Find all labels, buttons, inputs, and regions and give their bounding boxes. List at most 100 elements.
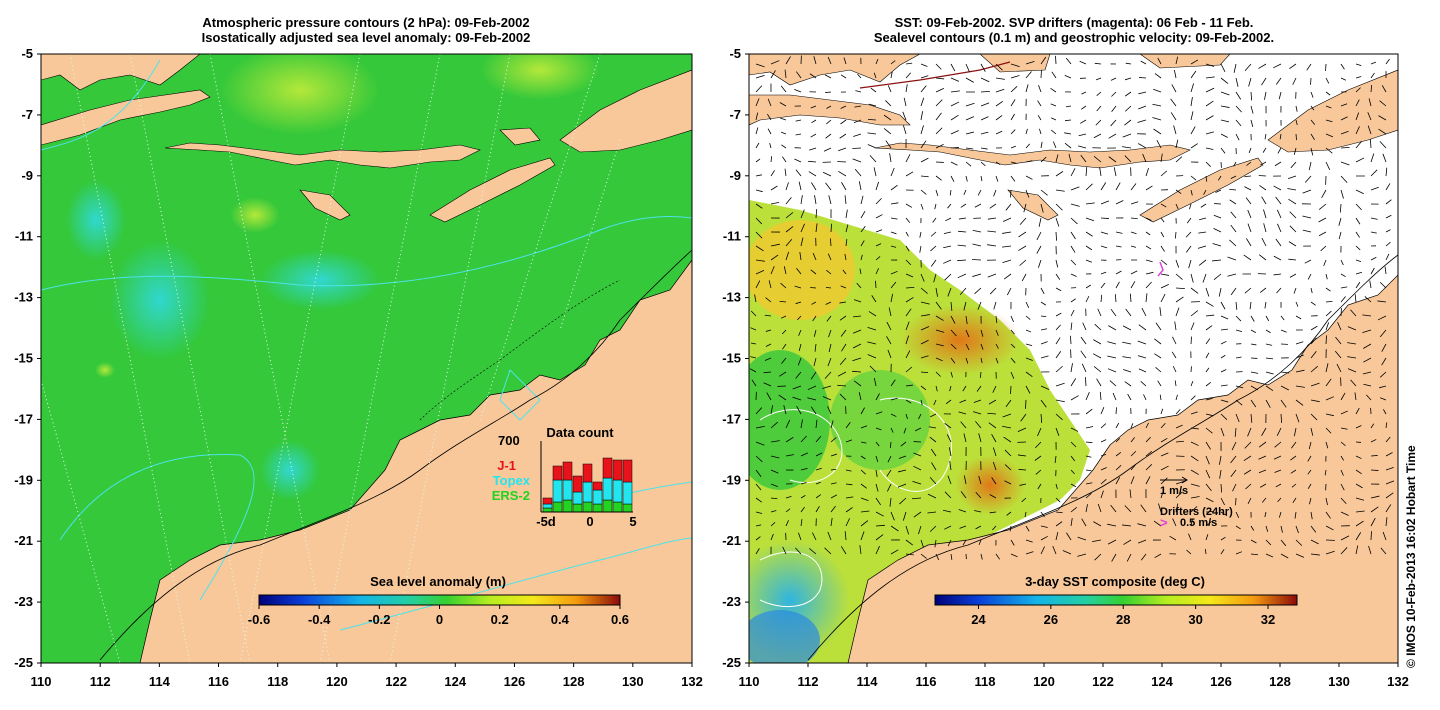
velocity-arrow	[965, 329, 970, 338]
velocity-arrow	[770, 510, 777, 513]
velocity-arrow	[1230, 469, 1237, 478]
velocity-arrow	[1244, 63, 1252, 71]
velocity-arrow	[963, 189, 967, 196]
velocity-arrow	[959, 287, 967, 296]
velocity-arrow	[950, 329, 957, 337]
velocity-arrow	[980, 161, 986, 167]
velocity-arrow	[1275, 483, 1282, 488]
velocity-arrow	[987, 230, 997, 233]
velocity-arrow	[860, 195, 864, 205]
velocity-arrow	[905, 413, 908, 420]
velocity-arrow	[885, 100, 892, 107]
velocity-arrow	[1025, 301, 1030, 309]
velocity-arrow	[845, 469, 852, 472]
velocity-arrow	[950, 315, 956, 324]
velocity-arrow	[875, 181, 880, 191]
velocity-arrow	[960, 421, 967, 429]
velocity-arrow	[965, 63, 970, 72]
velocity-arrow	[1037, 100, 1042, 107]
velocity-arrow	[1276, 427, 1282, 437]
velocity-arrow	[1070, 273, 1077, 277]
velocity-arrow	[824, 371, 832, 379]
lon-tick-label: 128	[1269, 674, 1291, 689]
velocity-arrow	[1247, 209, 1252, 219]
velocity-arrow	[1370, 231, 1377, 234]
velocity-arrow	[1025, 525, 1030, 532]
velocity-arrow	[1229, 188, 1237, 191]
velocity-arrow	[1280, 385, 1289, 391]
velocity-arrow	[905, 84, 908, 93]
velocity-arrow	[875, 229, 883, 233]
velocity-arrow	[927, 493, 937, 499]
velocity-arrow	[903, 125, 907, 135]
velocity-arrow	[890, 379, 896, 387]
velocity-arrow	[1258, 455, 1267, 460]
velocity-arrow	[965, 116, 975, 121]
velocity-arrow	[1085, 469, 1092, 472]
velocity-arrow	[1197, 245, 1207, 249]
velocity-arrow	[1379, 100, 1387, 107]
lon-tick-label: 112	[798, 674, 819, 689]
velocity-arrow	[1325, 413, 1334, 417]
velocity-arrow	[1124, 91, 1132, 97]
velocity-arrow	[1002, 231, 1012, 234]
velocity-arrow	[785, 508, 791, 513]
velocity-arrow	[825, 133, 832, 139]
velocity-arrow	[1100, 407, 1105, 415]
velocity-arrow	[935, 99, 943, 107]
velocity-arrow	[800, 435, 807, 443]
velocity-arrow	[1081, 518, 1087, 527]
velocity-arrow	[1384, 266, 1387, 275]
velocity-arrow	[1307, 483, 1312, 489]
velocity-arrow	[1245, 197, 1252, 205]
velocity-arrow	[1215, 189, 1222, 193]
velocity-arrow	[943, 231, 952, 235]
velocity-arrow	[1295, 105, 1298, 112]
velocity-arrow	[1085, 284, 1092, 289]
velocity-arrow	[995, 77, 1005, 80]
velocity-arrow	[1129, 293, 1132, 303]
velocity-arrow	[1265, 329, 1271, 334]
pressure-contour	[339, 537, 692, 631]
velocity-arrow	[1205, 161, 1211, 167]
velocity-arrow	[1190, 455, 1199, 462]
velocity-arrow	[995, 161, 1001, 166]
velocity-arrow	[1156, 140, 1162, 149]
velocity-arrow	[1280, 371, 1290, 374]
velocity-arrow	[1175, 259, 1180, 268]
velocity-arrow	[1070, 441, 1077, 448]
left-map	[41, 54, 692, 663]
velocity-arrow	[1385, 253, 1390, 261]
velocity-arrow	[1250, 105, 1254, 114]
velocity-scale-arrowhead	[1181, 476, 1188, 484]
velocity-arrow	[1190, 111, 1194, 121]
velocity-arrow	[755, 548, 760, 555]
velocity-arrow	[1363, 357, 1372, 363]
velocity-arrow	[974, 203, 982, 208]
velocity-arrow	[1055, 399, 1065, 403]
velocity-arrow	[1318, 217, 1327, 223]
velocity-arrow	[763, 382, 772, 387]
data-count-bar	[622, 503, 633, 513]
velocity-arrow	[1108, 325, 1117, 331]
velocity-arrow	[1385, 229, 1391, 233]
velocity-arrow	[920, 287, 928, 294]
velocity-arrow	[920, 385, 927, 391]
velocity-arrow	[1003, 436, 1012, 443]
velocity-arrow	[933, 273, 937, 283]
velocity-arrow	[958, 230, 967, 233]
velocity-arrow	[869, 155, 877, 163]
velocity-arrow	[825, 182, 832, 191]
velocity-arrow	[1078, 133, 1087, 137]
velocity-arrow	[1122, 325, 1132, 331]
velocity-arrow	[1325, 322, 1330, 331]
velocity-arrow	[1295, 341, 1304, 345]
data-count-bar	[542, 503, 553, 509]
velocity-arrow	[800, 495, 806, 499]
velocity-arrow	[755, 158, 761, 163]
velocity-arrow	[1085, 482, 1093, 485]
velocity-arrow	[1213, 228, 1222, 233]
velocity-arrow	[1340, 296, 1346, 303]
borneo-coast	[41, 54, 201, 91]
velocity-arrow	[1115, 200, 1124, 205]
